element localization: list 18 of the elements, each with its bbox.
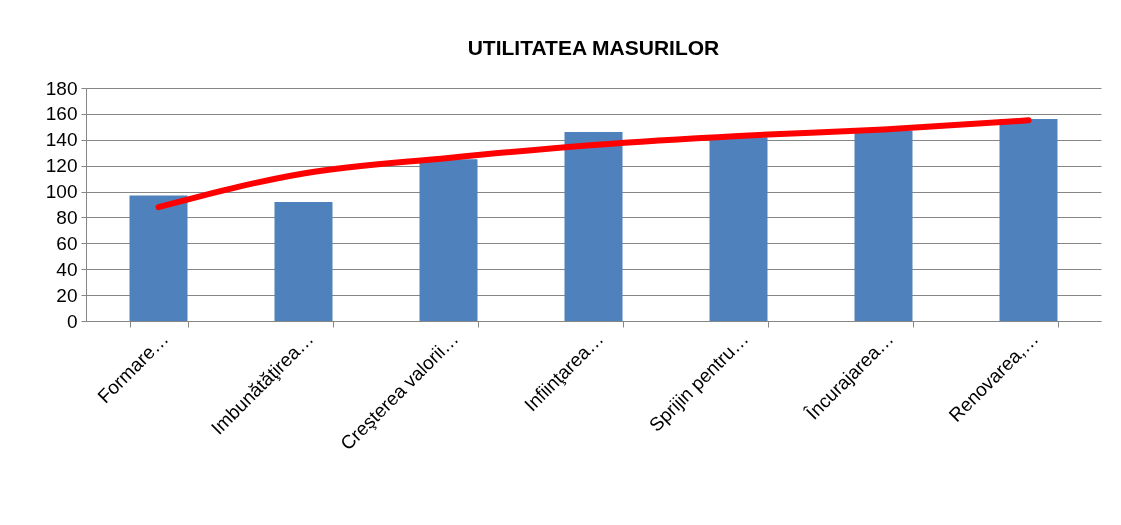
bar: [709, 137, 768, 321]
y-tick-label: 100: [45, 181, 78, 203]
chart-title: UTILITATEA MASURILOR: [467, 36, 720, 59]
bar: [419, 159, 478, 321]
bar: [129, 195, 188, 321]
y-tick-label: 40: [56, 258, 78, 280]
bar: [274, 201, 333, 321]
y-tick-label: 120: [45, 155, 78, 177]
bar: [564, 132, 623, 321]
bar: [854, 130, 913, 321]
y-tick-label: 140: [45, 129, 78, 151]
y-tick-label: 160: [45, 103, 78, 125]
y-tick-label: 0: [66, 310, 78, 332]
y-tick-label: 180: [45, 77, 78, 99]
y-tick-label: 20: [56, 284, 78, 306]
y-tick-label: 60: [56, 232, 78, 254]
bar: [999, 119, 1058, 321]
y-tick-label: 80: [56, 206, 78, 228]
